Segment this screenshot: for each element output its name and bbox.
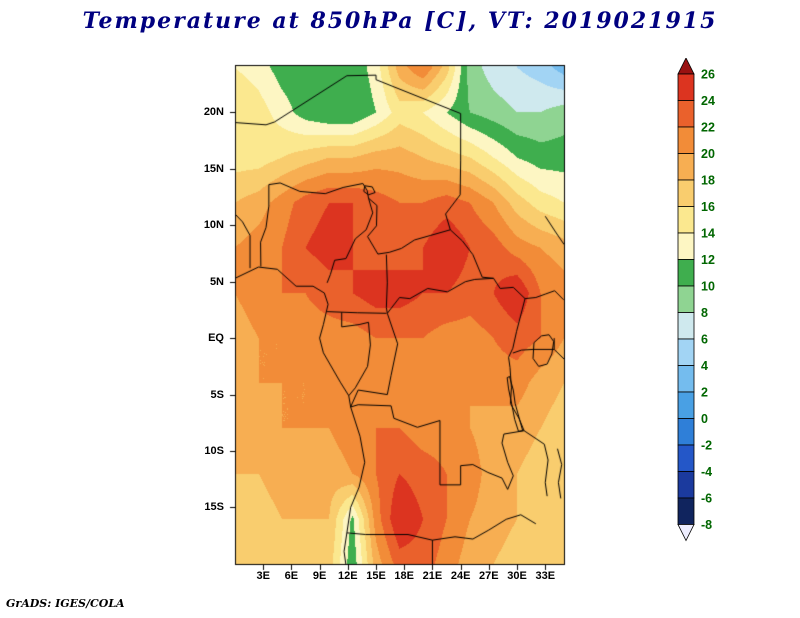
colorbar-tick-label: -6 [701, 492, 712, 506]
colorbar-tick-label: 18 [701, 174, 715, 188]
colorbar-tick-label: 2 [701, 386, 708, 400]
lat-tick-label: 15N [203, 162, 224, 175]
colorbar-arrow-up [677, 58, 695, 75]
colorbar-tick-label: 6 [701, 333, 708, 347]
colorbar-tick-label: -2 [701, 439, 712, 453]
colorbar-band [677, 179, 695, 207]
colorbar-tick-label: 14 [701, 227, 715, 241]
colorbar-tick-label: 22 [701, 121, 715, 135]
lat-tick-label: 15S [204, 501, 224, 514]
colorbar-tick-label: 10 [701, 280, 715, 294]
colorbar-band [677, 338, 695, 366]
lat-tick-label: 5N [209, 275, 224, 288]
colorbar-band [677, 285, 695, 313]
lat-tick-label: 10S [204, 445, 224, 457]
lon-tick-label: 18E [394, 570, 414, 582]
lat-tick-label: EQ [208, 332, 224, 345]
colorbar-band [677, 206, 695, 234]
colorbar-band [677, 259, 695, 287]
colorbar-tick-label: 26 [701, 68, 715, 82]
colorbar-tick-label: -4 [701, 465, 712, 479]
colorbar-tick-label: 24 [701, 94, 715, 108]
colorbar-tick-label: 20 [701, 147, 715, 161]
colorbar-band [677, 444, 695, 472]
lon-tick-label: 33E [535, 570, 556, 582]
colorbar-band [677, 391, 695, 419]
lon-tick-label: 3E [256, 570, 270, 582]
colorbar-tick-label: 16 [701, 200, 715, 214]
colorbar-band [677, 471, 695, 499]
lon-tick-label: 30E [507, 570, 527, 582]
lat-tick-label: 10N [203, 219, 224, 232]
lat-tick-label: 5S [210, 388, 224, 401]
lon-tick-label: 12E [338, 570, 358, 582]
lon-tick-label: 21E [422, 570, 443, 582]
lon-tick-label: 6E [284, 570, 299, 582]
chart-title: Temperature at 850hPa [C], VT: 201902191… [82, 8, 718, 34]
lon-tick-label: 9E [312, 570, 327, 582]
map-canvas [227, 57, 573, 573]
colorbar-band [677, 153, 695, 181]
colorbar-tick-label: 4 [701, 359, 708, 373]
colorbar-tick-label: -8 [701, 518, 712, 532]
colorbar-band [677, 497, 695, 525]
lat-tick-label: 20N [203, 106, 224, 119]
colorbar-band [677, 365, 695, 393]
lon-tick-label: 27E [479, 570, 499, 582]
colorbar-tick-label: 12 [701, 253, 715, 267]
lon-tick-label: 15E [366, 570, 386, 582]
colorbar-tick-label: 0 [701, 412, 708, 426]
colorbar-band [677, 232, 695, 260]
colorbar-band [677, 126, 695, 154]
colorbar-band [677, 73, 695, 101]
colorbar-band [677, 100, 695, 128]
colorbar-band [677, 312, 695, 340]
colorbar-arrow-down [677, 524, 695, 542]
lon-tick-label: 24E [450, 570, 471, 582]
colorbar-band [677, 418, 695, 446]
colorbar-tick-label: 8 [701, 306, 708, 320]
grads-attribution: GrADS: IGES/COLA [6, 597, 125, 610]
